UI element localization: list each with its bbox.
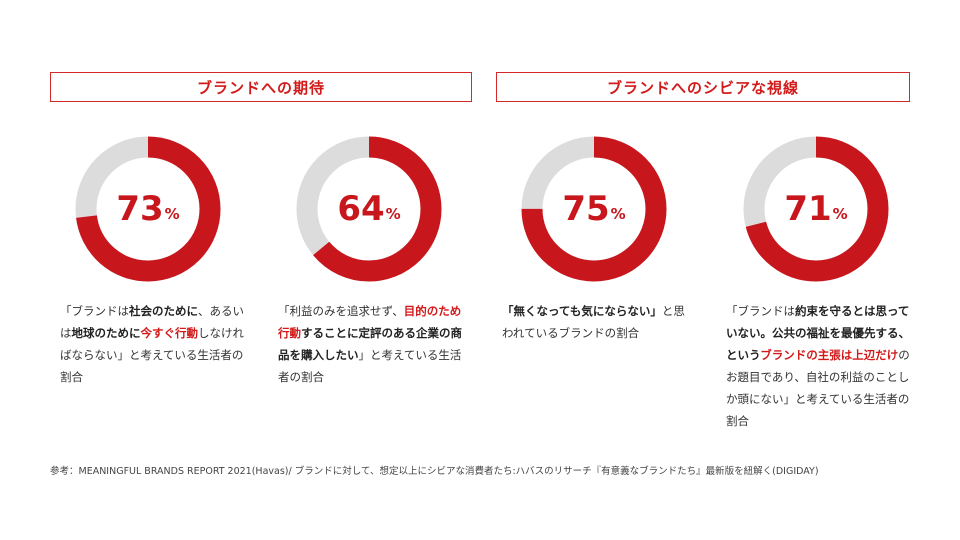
donut-1-value-slice xyxy=(75,136,221,282)
donut-2-value-slice xyxy=(296,136,442,282)
donut-3-value: 75 xyxy=(562,189,610,229)
donut-4-unit: % xyxy=(832,205,848,223)
caption-1-segment: 社会のために xyxy=(129,304,198,318)
reference-footnote: 参考：MEANINGFUL BRANDS REPORT 2021(Havas)/… xyxy=(50,466,819,477)
caption-1-segment: 、あるいは xyxy=(60,304,244,340)
caption-1-segment: 地球のために xyxy=(71,326,141,340)
caption-1-segment: 今すぐ行動 xyxy=(140,326,199,340)
caption-4-segment: 約束を守るとは思っていない。公共の福祉を最優先する、という xyxy=(726,304,910,362)
donut-chart-3: 75% xyxy=(519,134,669,284)
caption-2-segment: することに xyxy=(301,326,359,340)
section-header-expectation-label: ブランドへの期待 xyxy=(196,78,325,97)
donut-1-unit: % xyxy=(164,205,180,223)
section-header-expectation: ブランドへの期待 xyxy=(50,72,472,102)
donut-1-value: 73 xyxy=(116,189,164,229)
caption-4: 「ブランドは約束を守るとは思っていない。公共の福祉を最優先する、というブランドの… xyxy=(726,300,911,432)
caption-2: 「利益のみを追求せず、目的のため行動することに定評のある企業の商品を購入したい」… xyxy=(278,300,463,388)
caption-2-segment: 「利益のみを追求せず、 xyxy=(278,304,404,318)
donut-chart-2-svg xyxy=(296,136,442,282)
donut-chart-1: 73% xyxy=(73,134,223,284)
caption-4-segment: 「ブランドは xyxy=(726,304,795,318)
donut-4-value-slice xyxy=(743,136,889,282)
donut-chart-1-svg xyxy=(75,136,221,282)
donut-2-percentage: 64% xyxy=(294,134,444,284)
caption-1-segment: 「ブランドは xyxy=(60,304,129,318)
donut-1-percentage: 73% xyxy=(73,134,223,284)
caption-4-segment: のお題目であり、自社の利益のことしか頭にない」と考えている生活者の割合 xyxy=(726,348,910,428)
caption-3-segment: と思われているブランドの割合 xyxy=(502,304,685,340)
donut-4-percentage: 71% xyxy=(741,134,891,284)
caption-1-segment: しなければならない」と考えている生活者の割合 xyxy=(60,326,244,384)
donut-chart-4: 71% xyxy=(741,134,891,284)
caption-3: 「無くなっても気にならない」と思われているブランドの割合 xyxy=(502,300,687,344)
section-header-severe-view-label: ブランドへのシビアな視線 xyxy=(606,78,799,97)
donut-2-value: 64 xyxy=(337,189,385,229)
section-header-severe-view: ブランドへのシビアな視線 xyxy=(496,72,910,102)
caption-2-segment: 」と考えている生活者の割合 xyxy=(278,348,462,384)
caption-3-segment: 「無くなっても気にならない」 xyxy=(502,304,662,318)
donut-3-unit: % xyxy=(610,205,626,223)
caption-1: 「ブランドは社会のために、あるいは地球のために今すぐ行動しなければならない」と考… xyxy=(60,300,245,388)
caption-2-segment: 目的のため行動 xyxy=(278,304,462,340)
caption-4-segment: ブランドの主張は上辺だけ xyxy=(760,348,899,362)
donut-chart-4-svg xyxy=(743,136,889,282)
donut-2-unit: % xyxy=(385,205,401,223)
donut-3-percentage: 75% xyxy=(519,134,669,284)
caption-2-segment: 定評のある企業の商品を購入したい xyxy=(278,326,462,362)
donut-chart-2: 64% xyxy=(294,134,444,284)
donut-4-value: 71 xyxy=(784,189,832,229)
donut-chart-3-svg xyxy=(521,136,667,282)
donut-3-value-slice xyxy=(521,136,667,282)
